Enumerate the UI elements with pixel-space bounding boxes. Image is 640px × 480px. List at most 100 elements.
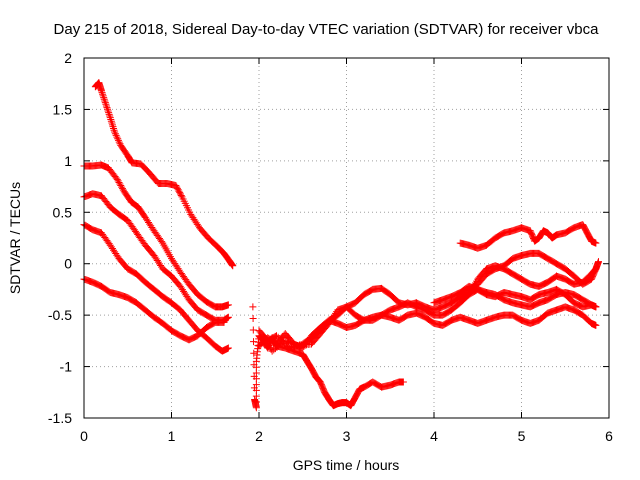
data-point <box>114 135 122 143</box>
data-point <box>294 341 302 349</box>
data-point <box>100 95 108 103</box>
data-point <box>592 303 600 311</box>
y-tick-label: -1.5 <box>48 410 72 426</box>
data-point <box>110 126 118 134</box>
data-points <box>80 79 602 412</box>
data-point <box>591 266 599 273</box>
data-point <box>274 333 282 341</box>
data-point <box>592 265 600 273</box>
data-point <box>284 343 292 351</box>
data-point <box>109 123 117 131</box>
data-point <box>224 344 232 352</box>
data-point <box>118 183 126 191</box>
series-arc-top <box>91 79 237 270</box>
x-tick-label: 1 <box>168 428 176 444</box>
data-point <box>116 180 124 188</box>
x-tick-label: 0 <box>80 428 88 444</box>
data-point <box>100 94 108 102</box>
data-point <box>108 119 116 127</box>
series-arc-right-3 <box>430 282 600 311</box>
data-point <box>115 138 123 146</box>
data-point <box>107 117 115 125</box>
data-point <box>591 266 599 274</box>
data-point <box>286 339 294 347</box>
data-point <box>111 128 119 136</box>
chart-title: Day 215 of 2018, Sidereal Day-to-day VTE… <box>54 21 600 38</box>
y-tick-label: -1 <box>60 359 73 375</box>
data-point <box>249 314 257 322</box>
data-point <box>117 182 125 190</box>
data-point <box>595 258 602 266</box>
y-tick-labels: -1.5 -1 -0.5 0 0.5 1 1.5 2 <box>48 50 72 426</box>
data-point <box>112 131 120 139</box>
y-axis-label: SDTVAR / TECUs <box>7 182 23 294</box>
data-point <box>106 114 114 122</box>
data-point <box>229 262 237 270</box>
x-tick-label: 3 <box>343 428 351 444</box>
y-tick-label: -0.5 <box>48 307 72 323</box>
data-point <box>114 136 122 144</box>
y-tick-label: 1 <box>64 153 72 169</box>
data-point <box>99 92 107 100</box>
data-point <box>116 140 124 148</box>
series-arc-upper-right <box>456 221 600 252</box>
data-point <box>250 338 258 346</box>
y-tick-label: 0 <box>64 256 72 272</box>
data-point <box>224 301 232 309</box>
data-point <box>99 90 107 98</box>
x-axis-label: GPS time / hours <box>293 457 400 473</box>
data-point <box>295 341 303 349</box>
x-tick-label: 4 <box>430 428 438 444</box>
data-point <box>292 342 300 350</box>
data-point <box>102 100 110 108</box>
data-point <box>224 313 232 321</box>
data-point <box>249 326 257 334</box>
data-point <box>399 378 407 386</box>
x-tick-label: 5 <box>518 428 526 444</box>
data-point <box>249 303 257 311</box>
data-point <box>273 332 280 340</box>
data-point <box>115 178 123 186</box>
data-point <box>276 335 284 343</box>
series-arc-right-2 <box>456 262 600 304</box>
data-point <box>250 349 258 357</box>
data-point <box>101 97 109 105</box>
data-point <box>592 321 600 329</box>
data-point <box>286 344 294 352</box>
y-tick-label: 0.5 <box>53 204 73 220</box>
data-point <box>102 102 110 110</box>
data-point <box>106 112 114 120</box>
data-point <box>104 105 112 113</box>
series-arc-2 <box>80 161 232 311</box>
data-point <box>289 343 297 351</box>
data-point <box>287 344 295 352</box>
x-tick-labels: 0 1 2 3 4 5 6 <box>80 428 613 444</box>
x-tick-label: 6 <box>605 428 613 444</box>
grid <box>84 58 609 418</box>
data-point <box>113 175 121 183</box>
data-point <box>98 87 105 95</box>
data-point <box>220 318 228 326</box>
data-point <box>114 177 122 185</box>
data-point <box>111 130 119 138</box>
data-point <box>105 109 113 117</box>
series-arc-5 <box>80 275 228 344</box>
data-point <box>113 133 121 141</box>
data-point <box>119 185 126 193</box>
x-tick-label: 2 <box>255 428 263 444</box>
series-arc-mid-c <box>255 303 600 352</box>
data-point <box>103 104 111 112</box>
data-point <box>104 107 112 115</box>
data-point <box>592 239 600 247</box>
data-point <box>107 115 115 123</box>
data-point <box>282 341 290 349</box>
data-point <box>98 89 106 97</box>
data-point <box>281 339 289 347</box>
y-tick-label: 2 <box>64 50 72 66</box>
series-arc-4 <box>80 221 232 355</box>
y-tick-label: 1.5 <box>53 101 73 117</box>
data-point <box>279 338 287 346</box>
data-point <box>177 191 185 199</box>
data-point <box>277 336 285 344</box>
